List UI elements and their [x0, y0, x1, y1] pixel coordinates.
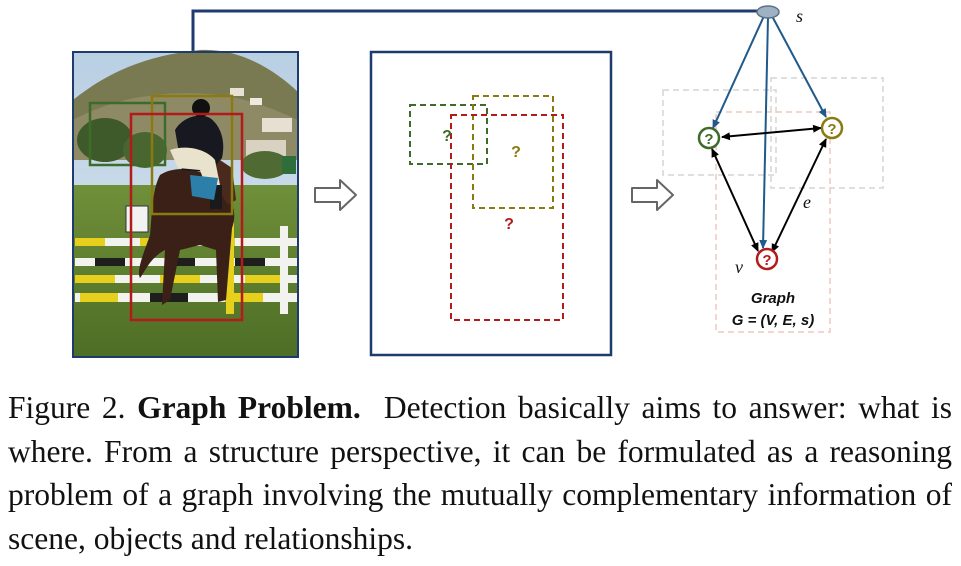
unknown-mark-olive: ?: [511, 144, 521, 161]
graph-formula: G = (V, E, s): [732, 312, 814, 329]
figure-diagram: ? ? ? s ? ? ? v e Graph G = (V, E,: [72, 5, 884, 358]
figure-caption: Figure 2. Graph Problem. Detection basic…: [8, 386, 952, 560]
photo-box-rider: [150, 94, 234, 216]
edge-e-label: e: [803, 192, 811, 212]
node-olive-mark: ?: [827, 121, 836, 138]
caption-label: Figure 2.: [8, 390, 126, 425]
caption-body: Detection basically aims to answer: what…: [8, 390, 953, 556]
box-olive-dashed: [472, 95, 554, 209]
node-green: [697, 126, 721, 150]
scene-photo: [72, 49, 299, 358]
transition-arrow-1: [314, 179, 357, 211]
edge-green-olive: [721, 124, 822, 141]
photo-box-tree: [88, 101, 167, 167]
scene-connector-line: [191, 9, 768, 52]
transition-arrow-2: [631, 179, 674, 211]
edge-s-olive: [771, 15, 827, 118]
graph-panel: s ? ? ? v e Graph G = (V, E, s): [662, 5, 884, 333]
box-green-dashed: [409, 104, 488, 165]
node-red: [755, 247, 779, 271]
node-green-mark: ?: [704, 131, 713, 148]
node-red-mark: ?: [762, 252, 771, 269]
unknown-mark-green: ?: [442, 128, 452, 145]
node-olive: [820, 116, 844, 140]
node-s: [756, 5, 780, 19]
node-v-label: v: [735, 257, 743, 277]
caption-title: Graph Problem.: [137, 390, 361, 425]
box-red-dashed: [450, 114, 564, 321]
edge-s-green: [712, 15, 765, 129]
graph-title: Graph: [751, 290, 795, 307]
abstract-boxes-panel: ? ? ?: [369, 50, 613, 357]
photo-box-horse: [129, 112, 244, 322]
node-s-label: s: [796, 6, 803, 26]
unknown-mark-red: ?: [504, 216, 514, 233]
edge-green-red: [711, 148, 759, 252]
edge-olive-red: [771, 138, 827, 253]
